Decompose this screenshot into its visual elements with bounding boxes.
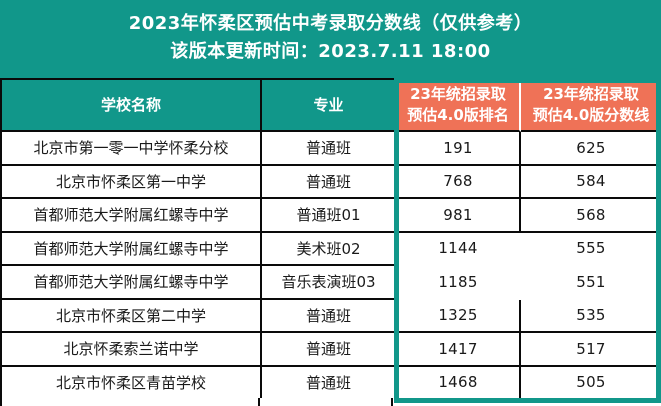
update-time: 该版本更新时间：2023.7.11 18:00: [170, 41, 491, 62]
school-cell: 首都师范大学附属红螺寺中学: [2, 199, 262, 233]
school-cell: 首都师范大学附属红螺寺中学: [2, 232, 262, 266]
score-cell: 584: [521, 165, 661, 199]
header-rank: 23年统招录取 预估4.0版排名: [397, 80, 521, 132]
major-cell: 普通班: [262, 366, 397, 400]
table-border-segment: [258, 398, 260, 406]
school-cell: 北京市怀柔区青苗学校: [2, 366, 262, 400]
school-cell: 北京市怀柔区第一中学: [2, 165, 262, 199]
rank-cell: 1468: [397, 366, 521, 400]
school-cell: 北京市怀柔区第二中学: [2, 299, 262, 333]
table-border-segment: [0, 398, 2, 406]
rank-cell: 1185: [397, 266, 521, 300]
table-row: 首都师范大学附属红螺寺中学 美术班02 1144 555: [2, 232, 661, 266]
header-major: 专业: [262, 80, 397, 132]
table-row: 北京市怀柔区第二中学 普通班 1325 535: [2, 299, 661, 333]
score-cell: 551: [521, 266, 661, 300]
rank-cell: 1325: [397, 299, 521, 333]
major-cell: 普通班: [262, 299, 397, 333]
score-cell: 625: [521, 132, 661, 166]
rank-cell: 191: [397, 132, 521, 166]
table-row: 北京市怀柔区青苗学校 普通班 1468 505: [2, 366, 661, 400]
major-cell: 普通班01: [262, 199, 397, 233]
school-cell: 首都师范大学附属红螺寺中学: [2, 266, 262, 300]
table-row: 北京市第一零一中学怀柔分校 普通班 191 625: [2, 132, 661, 166]
school-cell: 北京市第一零一中学怀柔分校: [2, 132, 262, 166]
table-row: 首都师范大学附属红螺寺中学 普通班01 981 568: [2, 199, 661, 233]
major-cell: 普通班: [262, 333, 397, 367]
table-row: 首都师范大学附属红螺寺中学 音乐表演班03 1185 551: [2, 266, 661, 300]
score-cell: 535: [521, 299, 661, 333]
major-cell: 音乐表演班03: [262, 266, 397, 300]
rank-cell: 981: [397, 199, 521, 233]
header-banner: 2023年怀柔区预估中考录取分数线（仅供参考） 该版本更新时间：2023.7.1…: [0, 0, 661, 78]
score-table: 学校名称 专业 23年统招录取 预估4.0版排名 23年统招录取 预估4.0版分…: [0, 78, 661, 400]
major-cell: 普通班: [262, 165, 397, 199]
table-row: 北京市怀柔区第一中学 普通班 768 584: [2, 165, 661, 199]
major-cell: 普通班: [262, 132, 397, 166]
table-row: 北京怀柔索兰诺中学 普通班 1417 517: [2, 333, 661, 367]
cutoff-row-sliver: [0, 398, 661, 406]
rank-cell: 1417: [397, 333, 521, 367]
table-header-row: 学校名称 专业 23年统招录取 预估4.0版排名 23年统招录取 预估4.0版分…: [2, 80, 661, 132]
table-border-segment: [391, 398, 393, 406]
score-cell: 555: [521, 232, 661, 266]
school-cell: 北京怀柔索兰诺中学: [2, 333, 262, 367]
header-school-name: 学校名称: [2, 80, 262, 132]
score-cell: 568: [521, 199, 661, 233]
page-title: 2023年怀柔区预估中考录取分数线（仅供参考）: [128, 13, 533, 34]
score-cell: 517: [521, 333, 661, 367]
major-cell: 美术班02: [262, 232, 397, 266]
rank-cell: 768: [397, 165, 521, 199]
rank-cell: 1144: [397, 232, 521, 266]
score-cell: 505: [521, 366, 661, 400]
header-score: 23年统招录取 预估4.0版分数线: [521, 80, 661, 132]
